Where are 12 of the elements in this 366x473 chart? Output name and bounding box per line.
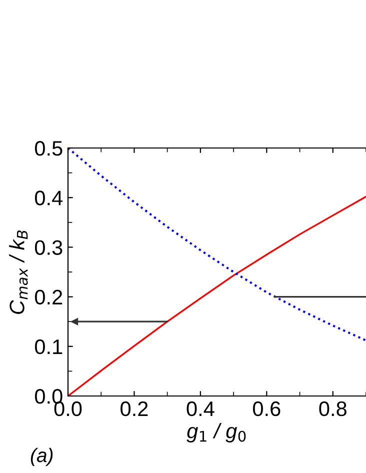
y-axis-title: C$_{max}$ / k$_{B}$ (9, 230, 28, 314)
y-tick-label: 0.5 (34, 141, 62, 156)
y-tick-label: 0.3 (34, 240, 62, 255)
y-tick-label: 0.1 (34, 339, 62, 354)
y-tick-label: 0.2 (34, 290, 62, 305)
y-tick-label: 0.4 (34, 190, 63, 206)
text: (a) (30, 448, 53, 466)
x-tick-label: 0.8 (319, 401, 346, 416)
x-tick-label: 0.6 (253, 401, 280, 416)
x-tick-label: 0.2 (120, 401, 148, 416)
x-tick-label: 0.4 (186, 401, 214, 416)
x-axis-title: g$_{1}$ / g$_{0}$ (186, 423, 246, 442)
